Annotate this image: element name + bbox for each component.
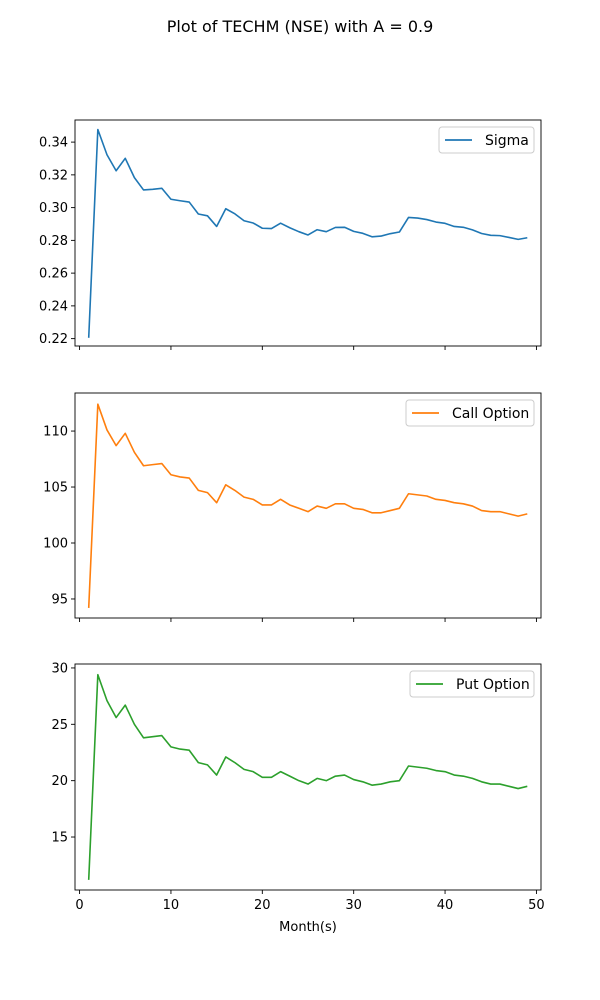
y-tick-label: 0.26: [39, 267, 68, 282]
figure-title: Plot of TECHM (NSE) with A = 0.9: [166, 17, 434, 36]
x-tick-label: 10: [163, 898, 180, 913]
y-tick-label: 105: [43, 481, 68, 496]
legend: Call Option: [405, 399, 535, 427]
y-tick-label: 25: [51, 718, 68, 733]
x-tick-label: 40: [437, 898, 454, 913]
y-tick-label: 0.34: [39, 136, 68, 151]
y-tick-label: 15: [51, 831, 68, 846]
legend: Put Option: [409, 670, 535, 698]
y-tick-label: 0.22: [39, 332, 68, 347]
legend-label: Sigma: [485, 133, 529, 149]
y-tick-label: 30: [51, 661, 68, 676]
series-line: [87, 673, 528, 880]
legend-label: Put Option: [456, 677, 530, 693]
y-tick-label: 110: [43, 425, 68, 440]
axes-frame: [74, 392, 542, 619]
x-tick-label: 0: [75, 898, 83, 913]
x-tick-label: 50: [528, 898, 545, 913]
y-tick-label: 0.32: [39, 168, 68, 183]
y-tick-label: 0.28: [39, 234, 68, 249]
y-tick-label: 0.24: [39, 299, 68, 314]
y-tick-label: 20: [51, 774, 68, 789]
subplot-1: 0.22 0.24 0.26 0.28 0.30 0.32 0.34 Sigma: [39, 119, 542, 350]
legend-box: [405, 399, 535, 427]
x-axis-label: Month(s): [279, 920, 337, 935]
legend-box: [438, 126, 535, 154]
x-tick-label: 20: [254, 898, 271, 913]
x-tick-label: 30: [345, 898, 362, 913]
legend-label: Call Option: [452, 406, 529, 422]
y-tick-label: 95: [51, 592, 68, 607]
series-line: [87, 403, 528, 608]
axes-frame: [74, 663, 542, 891]
subplot-3: 15 20 25 30 0 10 20 30 40 50 Month(s) Put Option: [51, 661, 544, 935]
y-tick-label: 100: [43, 537, 68, 552]
subplot-2: 95 100 105 110 Call Option: [43, 392, 542, 622]
legend-box: [409, 670, 535, 698]
legend: Sigma: [438, 126, 535, 154]
y-tick-label: 0.30: [39, 201, 68, 216]
series-line: [87, 128, 528, 338]
axes-frame: [74, 119, 542, 347]
